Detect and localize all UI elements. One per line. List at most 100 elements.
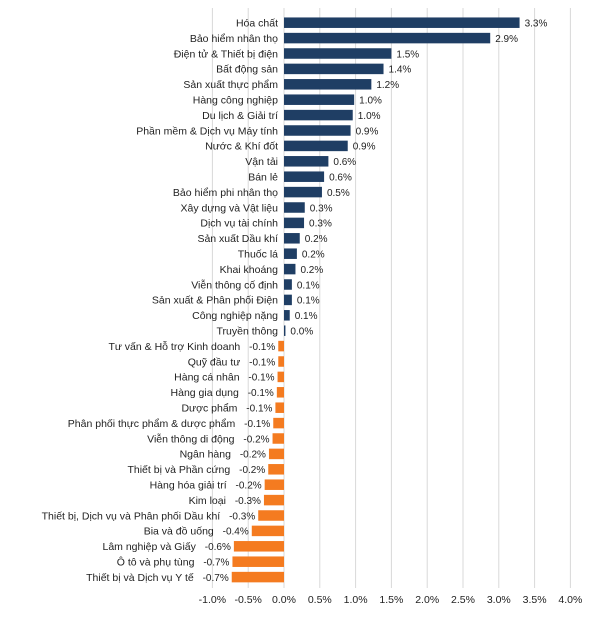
bar (231, 571, 284, 583)
category-label: Hóa chất (236, 18, 278, 30)
x-tick-label: 2.0% (415, 594, 439, 606)
label-layer: Hóa chất 3.3% Bảo hiểm nhân thọ 2.9% Điện tử… (42, 18, 548, 584)
category-label: Bia và đồ uống (144, 526, 214, 538)
category-label: Ô tô và phụ tùng (117, 556, 195, 569)
bar (284, 202, 305, 213)
x-tick-label: 3.0% (487, 594, 511, 606)
category-label: Du lịch & Giải trí (202, 110, 278, 122)
value-label: -0.3% (229, 511, 255, 522)
category-label: Quỹ đầu tư (188, 356, 241, 368)
value-label: 0.2% (305, 234, 328, 245)
bar (284, 156, 329, 167)
value-label: 0.1% (295, 311, 318, 322)
category-label: Viễn thông di động (147, 432, 235, 445)
x-tick-label: -0.5% (234, 594, 261, 606)
bar (284, 325, 286, 336)
bar (273, 417, 284, 429)
value-label: -0.1% (244, 419, 270, 430)
value-label: 2.9% (495, 34, 518, 45)
category-label: Hàng cá nhân (174, 372, 240, 384)
bar (276, 387, 284, 398)
bar (284, 94, 355, 105)
bar (258, 510, 284, 521)
bar (263, 494, 284, 506)
bar (264, 479, 284, 490)
category-label: Nước & Khí đốt (205, 141, 278, 153)
x-tick-label: 0.0% (272, 594, 296, 606)
category-label: Hàng công nghiệp (193, 95, 278, 107)
value-label: -0.7% (203, 558, 229, 569)
value-label: -0.2% (236, 481, 262, 492)
bar (272, 433, 284, 444)
bar (284, 279, 292, 290)
bar (268, 464, 284, 475)
category-label: Thuốc lá (238, 249, 278, 261)
value-label: 0.9% (356, 126, 379, 137)
bar (284, 140, 348, 152)
value-label: -0.2% (239, 465, 265, 476)
bar (284, 233, 300, 244)
x-tick-label: -1.0% (199, 594, 226, 606)
category-label: Hàng gia dụng (171, 387, 239, 399)
value-label: 1.0% (358, 111, 381, 122)
category-label: Truyền thông (217, 326, 279, 338)
category-label: Viễn thông cố định (191, 278, 278, 291)
x-tick-label: 1.0% (344, 594, 368, 606)
value-label: 0.2% (300, 265, 323, 276)
value-label: -0.3% (235, 496, 261, 507)
bar (284, 48, 392, 59)
x-tick-label: 1.5% (379, 594, 403, 606)
category-label: Khai khoáng (220, 264, 279, 276)
value-label: 1.0% (359, 96, 382, 107)
value-label: 0.0% (290, 327, 313, 338)
value-label: -0.1% (248, 388, 274, 399)
value-label: -0.1% (249, 357, 275, 368)
category-label: Phân phối thực phẩm & dược phẩm (68, 418, 236, 430)
category-label: Bán lẻ (248, 172, 278, 184)
bar (232, 556, 284, 567)
bar (284, 32, 491, 44)
category-label: Công nghiệp nặng (192, 310, 278, 322)
category-label: Xây dựng và Vật liệu (180, 202, 278, 214)
category-label: Vận tải (245, 156, 278, 168)
value-label: 0.9% (353, 142, 376, 153)
bar (284, 217, 305, 229)
bar (251, 525, 284, 537)
value-label: 0.6% (329, 173, 352, 184)
value-label: 1.2% (376, 80, 399, 91)
value-label: -0.2% (243, 434, 269, 445)
value-label: -0.4% (223, 527, 249, 538)
category-label: Hàng hóa giải trí (150, 480, 227, 492)
category-label: Sản xuất thực phẩm (183, 79, 278, 91)
bar (284, 109, 353, 121)
category-label: Điện tử & Thiết bị điện (174, 48, 278, 60)
value-label: -0.1% (249, 342, 275, 353)
value-label: 0.3% (310, 203, 333, 214)
value-label: 0.6% (333, 157, 356, 168)
bar (284, 310, 290, 321)
x-tick-label: 4.0% (558, 594, 582, 606)
bar (284, 263, 296, 275)
value-label: 1.4% (389, 65, 412, 76)
x-tick-label: 0.5% (308, 594, 332, 606)
category-label: Bảo hiểm nhân thọ (190, 33, 278, 45)
value-label: 0.5% (327, 188, 350, 199)
value-label: 3.3% (525, 19, 548, 30)
bar (284, 248, 297, 259)
category-label: Tư vấn & Hỗ trợ Kinh doanh (108, 340, 240, 353)
bar (268, 448, 284, 460)
category-label: Sản xuất & Phân phối Điện (152, 295, 278, 307)
value-label: 1.5% (396, 49, 419, 60)
bar (284, 17, 520, 28)
bar (284, 125, 351, 136)
bar (284, 294, 292, 306)
value-label: -0.1% (248, 373, 274, 384)
bar-layer (231, 17, 520, 583)
category-label: Thiết bị và Phần cứng (127, 464, 230, 476)
value-label: -0.7% (203, 573, 229, 584)
value-label: -0.2% (240, 450, 266, 461)
x-tick-label: 2.5% (451, 594, 475, 606)
category-label: Kim loại (189, 495, 226, 507)
category-label: Dược phẩm (181, 403, 237, 415)
